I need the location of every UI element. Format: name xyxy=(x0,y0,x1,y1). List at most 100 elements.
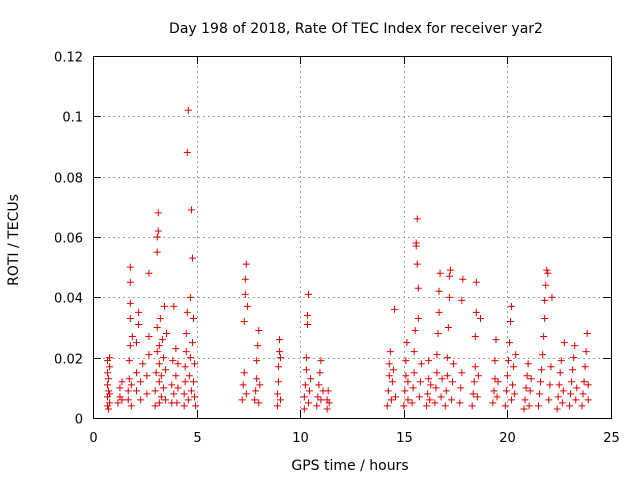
data-point xyxy=(275,348,283,356)
x-tick-label: 20 xyxy=(499,431,516,446)
data-point xyxy=(188,254,196,262)
data-point xyxy=(385,372,393,380)
data-point xyxy=(156,314,164,322)
data-point xyxy=(425,357,433,365)
data-point xyxy=(182,330,190,338)
data-point xyxy=(251,396,259,404)
data-point xyxy=(143,372,151,380)
data-point xyxy=(325,399,333,407)
data-point xyxy=(560,339,568,347)
data-point xyxy=(545,396,553,404)
data-point xyxy=(584,381,592,389)
data-point xyxy=(241,275,249,283)
data-point xyxy=(501,402,509,410)
data-point xyxy=(568,378,576,386)
data-point xyxy=(389,366,397,374)
data-point xyxy=(252,387,260,395)
data-point xyxy=(386,348,394,356)
data-point xyxy=(274,363,282,371)
data-point xyxy=(187,387,195,395)
data-point xyxy=(316,369,324,377)
data-point xyxy=(168,381,176,389)
data-point xyxy=(510,363,518,371)
data-point xyxy=(437,393,445,401)
data-point xyxy=(504,357,512,365)
data-point xyxy=(302,354,310,362)
data-point xyxy=(273,402,281,410)
data-point xyxy=(489,399,497,407)
data-point xyxy=(152,369,160,377)
data-point xyxy=(133,339,141,347)
data-point xyxy=(526,387,534,395)
data-point xyxy=(153,348,161,356)
data-point xyxy=(143,390,151,398)
data-point xyxy=(302,366,310,374)
data-point xyxy=(508,396,516,404)
data-point xyxy=(558,399,566,407)
data-point xyxy=(494,378,502,386)
data-point xyxy=(390,305,398,313)
data-point xyxy=(472,278,480,286)
data-point xyxy=(253,375,261,383)
data-point xyxy=(438,375,446,383)
data-point xyxy=(448,378,456,386)
data-point xyxy=(541,296,549,304)
data-point xyxy=(524,360,532,368)
data-point xyxy=(127,381,135,389)
grid-lines xyxy=(93,56,611,418)
plot-frame xyxy=(93,56,612,419)
data-point xyxy=(189,314,197,322)
data-point xyxy=(400,402,408,410)
data-point xyxy=(443,354,451,362)
data-points xyxy=(104,106,592,413)
data-point xyxy=(313,402,321,410)
data-point xyxy=(133,369,141,377)
data-point xyxy=(104,381,112,389)
data-point xyxy=(139,360,147,368)
data-point xyxy=(491,375,499,383)
data-point xyxy=(541,314,549,322)
data-point xyxy=(469,390,477,398)
data-point xyxy=(443,372,451,380)
x-tick-label: 5 xyxy=(193,431,201,446)
data-point xyxy=(544,269,552,277)
y-tick-label: 0.04 xyxy=(54,292,83,307)
data-point xyxy=(153,248,161,256)
data-point xyxy=(300,393,308,401)
data-point xyxy=(118,396,126,404)
data-point xyxy=(542,281,550,289)
data-point xyxy=(183,149,191,157)
data-point xyxy=(511,390,519,398)
data-point xyxy=(413,260,421,268)
data-point xyxy=(559,387,567,395)
data-point xyxy=(126,314,134,322)
data-point xyxy=(155,360,163,368)
data-point xyxy=(170,390,178,398)
data-point xyxy=(182,348,190,356)
data-point xyxy=(242,390,250,398)
data-point xyxy=(573,384,581,392)
data-point xyxy=(402,357,410,365)
data-point xyxy=(456,399,464,407)
data-point xyxy=(274,378,282,386)
data-point xyxy=(153,233,161,241)
data-point xyxy=(468,402,476,410)
data-point xyxy=(556,369,564,377)
data-point xyxy=(242,260,250,268)
data-point xyxy=(314,393,322,401)
data-point xyxy=(180,402,188,410)
data-point xyxy=(128,333,136,341)
data-point xyxy=(155,342,163,350)
data-point xyxy=(571,342,579,350)
data-point xyxy=(106,390,114,398)
y-tick-label: 0.12 xyxy=(54,51,83,66)
data-point xyxy=(181,378,189,386)
y-axis-label: ROTI / TECUs xyxy=(6,194,22,286)
data-point xyxy=(446,266,454,274)
data-point xyxy=(133,387,141,395)
data-point xyxy=(106,354,114,362)
data-point xyxy=(581,363,589,371)
data-point xyxy=(543,266,551,274)
data-point xyxy=(403,339,411,347)
data-point xyxy=(145,333,153,341)
